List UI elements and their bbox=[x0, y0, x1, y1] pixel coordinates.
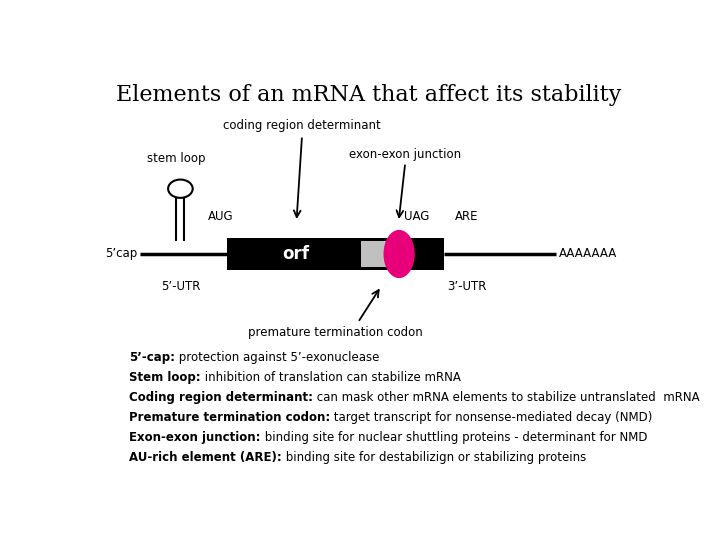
Text: target transcript for nonsense-mediated decay (NMD): target transcript for nonsense-mediated … bbox=[330, 411, 653, 424]
Text: UAG: UAG bbox=[404, 210, 429, 223]
Text: AUG: AUG bbox=[208, 210, 234, 223]
Text: Exon-exon junction:: Exon-exon junction: bbox=[129, 431, 261, 444]
Bar bbox=[361, 241, 389, 267]
Text: AAAAAAA: AAAAAAA bbox=[559, 247, 617, 260]
Bar bbox=[227, 238, 444, 269]
Ellipse shape bbox=[384, 230, 415, 278]
Text: protection against 5’-exonuclease: protection against 5’-exonuclease bbox=[175, 352, 379, 365]
Text: 5’-cap:: 5’-cap: bbox=[129, 352, 175, 365]
Text: premature termination codon: premature termination codon bbox=[248, 327, 423, 340]
Text: 5’-UTR: 5’-UTR bbox=[161, 280, 200, 293]
Circle shape bbox=[168, 180, 193, 198]
Text: AU-rich element (ARE):: AU-rich element (ARE): bbox=[129, 451, 282, 464]
Text: Coding region determinant:: Coding region determinant: bbox=[129, 392, 313, 404]
Text: binding site for destabilizign or stabilizing proteins: binding site for destabilizign or stabil… bbox=[282, 451, 586, 464]
Text: Elements of an mRNA that affect its stability: Elements of an mRNA that affect its stab… bbox=[117, 84, 621, 105]
Text: 5’cap: 5’cap bbox=[105, 247, 138, 260]
Text: orf: orf bbox=[283, 245, 310, 263]
Text: binding site for nuclear shuttling proteins - determinant for NMD: binding site for nuclear shuttling prote… bbox=[261, 431, 647, 444]
Text: stem loop: stem loop bbox=[148, 152, 206, 165]
Text: Stem loop:: Stem loop: bbox=[129, 372, 201, 384]
Text: inhibition of translation can stabilize mRNA: inhibition of translation can stabilize … bbox=[201, 372, 461, 384]
Text: exon-exon junction: exon-exon junction bbox=[349, 148, 462, 161]
Text: ARE: ARE bbox=[455, 210, 478, 223]
Text: can mask other mRNA elements to stabilize untranslated  mRNA: can mask other mRNA elements to stabiliz… bbox=[313, 392, 700, 404]
Text: 3’-UTR: 3’-UTR bbox=[447, 280, 486, 293]
Text: Premature termination codon:: Premature termination codon: bbox=[129, 411, 330, 424]
Text: coding region determinant: coding region determinant bbox=[223, 119, 381, 132]
